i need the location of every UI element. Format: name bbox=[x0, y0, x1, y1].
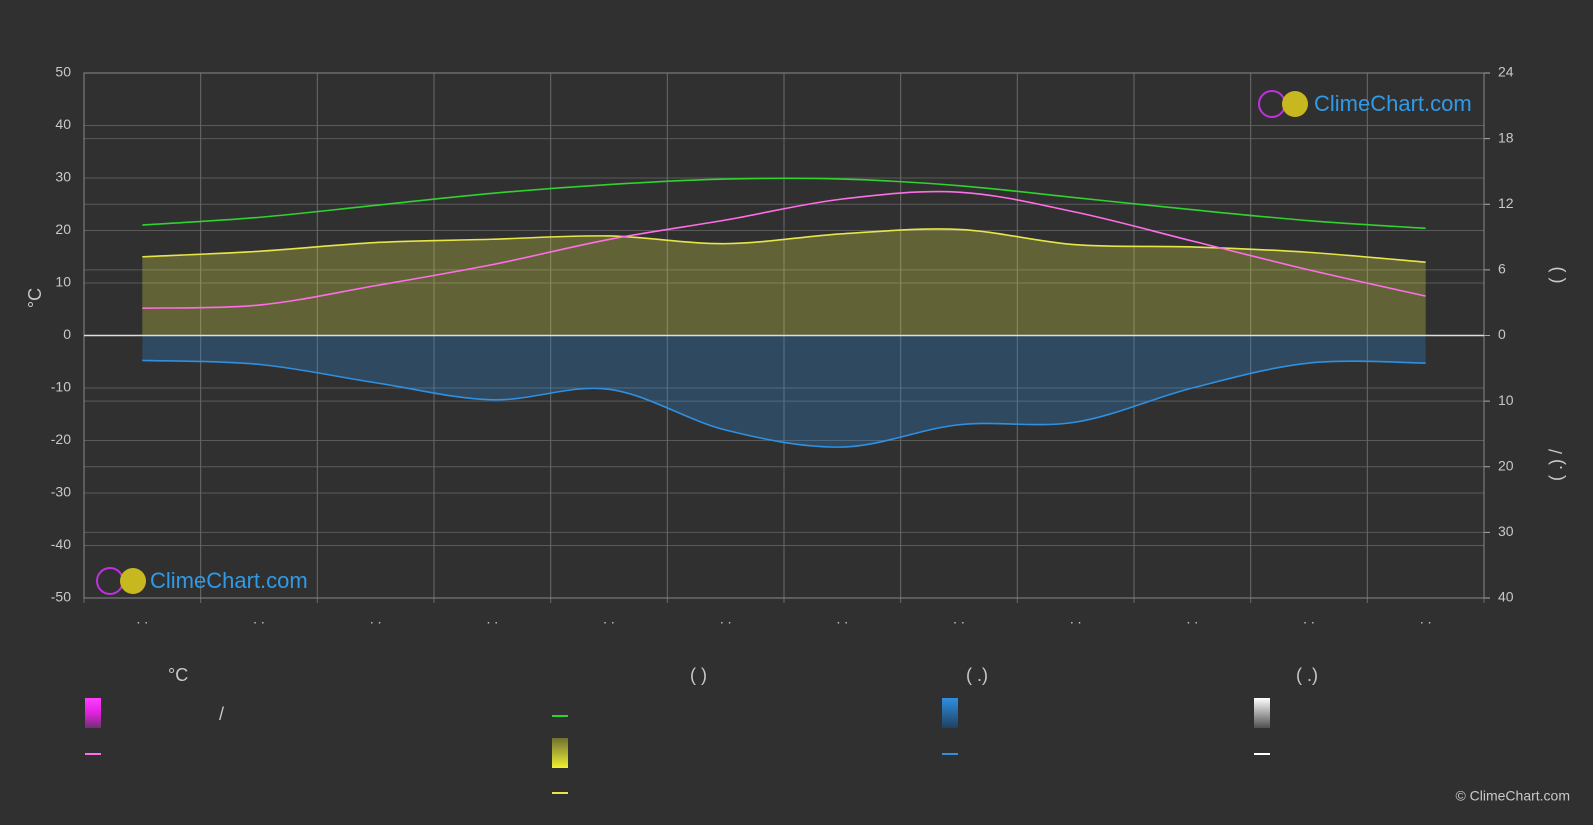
y2-tick-label: 10 bbox=[1498, 392, 1514, 408]
y3-axis-label: ( .) / bbox=[1546, 449, 1566, 481]
area bbox=[142, 228, 1426, 336]
y2-tick-label: 20 bbox=[1498, 457, 1514, 473]
y-tick-label: 40 bbox=[55, 116, 71, 132]
y-tick-label: -50 bbox=[51, 589, 71, 605]
y2-tick-label: 6 bbox=[1498, 261, 1506, 277]
y-tick-label: 20 bbox=[55, 221, 71, 237]
legend: °C ( ) ( .) ( .) / bbox=[85, 665, 1318, 794]
logo-sun bbox=[120, 568, 146, 594]
y2-tick-label: 12 bbox=[1498, 195, 1514, 211]
logo-sun bbox=[1282, 91, 1308, 117]
copyright: © ClimeChart.com bbox=[1455, 788, 1570, 804]
area bbox=[142, 335, 1426, 448]
y-tick-label: -30 bbox=[51, 484, 71, 500]
legend-header: ( ) bbox=[690, 665, 707, 685]
legend-swatch bbox=[942, 698, 958, 728]
line bbox=[142, 190, 1426, 309]
line bbox=[142, 359, 1426, 448]
y-tick-label: 50 bbox=[55, 64, 71, 80]
y-tick-label: -20 bbox=[51, 431, 71, 447]
x-tick-label: . . bbox=[836, 611, 848, 627]
logo-ring bbox=[96, 567, 124, 595]
x-tick-label: . . bbox=[953, 611, 965, 627]
x-tick-label: . . bbox=[486, 611, 498, 627]
logo-bottom: ClimeChart.com bbox=[96, 567, 308, 595]
logo-ring bbox=[1258, 90, 1286, 118]
line bbox=[142, 228, 1426, 264]
y2-tick-label: 30 bbox=[1498, 523, 1514, 539]
legend-swatch bbox=[85, 698, 101, 728]
x-tick-label: . . bbox=[253, 611, 265, 627]
x-tick-label: . . bbox=[136, 611, 148, 627]
y-tick-label: -10 bbox=[51, 379, 71, 395]
x-tick-label: . . bbox=[720, 611, 732, 627]
y-axis-label: °C bbox=[25, 288, 45, 308]
y2-tick-label: 18 bbox=[1498, 129, 1514, 145]
x-tick-label: . . bbox=[1420, 611, 1432, 627]
legend-header: ( .) bbox=[966, 665, 988, 685]
logo-top: ClimeChart.com bbox=[1258, 90, 1472, 118]
logo-text: ClimeChart.com bbox=[150, 568, 308, 593]
x-tick-label: . . bbox=[1303, 611, 1315, 627]
legend-swatch bbox=[552, 738, 568, 768]
y2-tick-label: 0 bbox=[1498, 326, 1506, 342]
legend-header: ( .) bbox=[1296, 665, 1318, 685]
y-tick-label: 0 bbox=[63, 326, 71, 342]
x-tick-label: . . bbox=[603, 611, 615, 627]
line bbox=[142, 177, 1426, 230]
y2-axis-label: ( ) bbox=[1546, 267, 1566, 284]
x-tick-label: . . bbox=[1070, 611, 1082, 627]
y2-tick-label: 24 bbox=[1498, 64, 1514, 80]
legend-swatch bbox=[1254, 698, 1270, 728]
logo-text: ClimeChart.com bbox=[1314, 91, 1472, 116]
x-tick-label: . . bbox=[370, 611, 382, 627]
y2-tick-label: 40 bbox=[1498, 589, 1514, 605]
y-tick-label: -40 bbox=[51, 536, 71, 552]
y-tick-label: 30 bbox=[55, 169, 71, 185]
legend-label: / bbox=[219, 704, 224, 724]
plot: 50 40 30 20 10 0 -10 -20 -30 -40 -50 0 6 12 18 24 10 20 30… bbox=[51, 64, 1514, 627]
legend-header: °C bbox=[168, 665, 188, 685]
y-tick-label: 10 bbox=[55, 274, 71, 290]
x-tick-label: . . bbox=[1186, 611, 1198, 627]
